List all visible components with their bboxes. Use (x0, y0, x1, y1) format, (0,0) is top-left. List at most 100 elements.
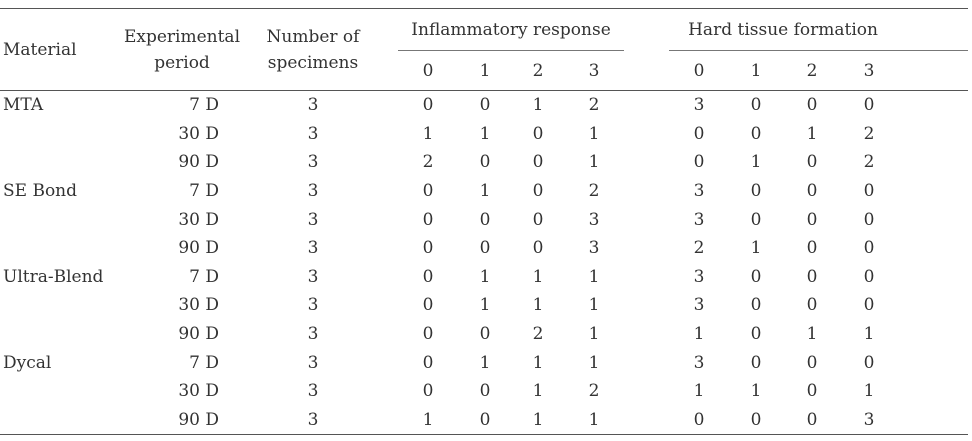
cell-hard-0: 1 (693, 381, 705, 402)
cell-inf-0: 0 (422, 295, 434, 316)
cell-inf-3: 1 (588, 352, 600, 373)
cell-inf-1: 1 (479, 352, 491, 373)
table-row: MTA 7 D 3 0 0 1 2 3 0 0 0 (0, 91, 968, 120)
cell-hard-3: 1 (863, 381, 875, 402)
cell-hard-0: 3 (693, 181, 705, 202)
cell-inf-3: 1 (588, 324, 600, 345)
cell-hard-2: 0 (806, 238, 818, 259)
cell-inf-2: 0 (532, 181, 544, 202)
cell-hard-2: 0 (806, 152, 818, 173)
cell-inf-2: 2 (532, 324, 544, 345)
cell-period: 90 D (178, 152, 219, 173)
header-row-scores: 0 1 2 3 0 1 2 3 (0, 50, 969, 91)
cell-period: 7 D (189, 181, 219, 202)
table-row: Ultra-Blend 7 D 3 0 1 1 1 3 0 0 0 (0, 263, 968, 292)
cell-material: MTA (3, 95, 44, 116)
cell-inf-0: 0 (422, 381, 434, 402)
hard-score-3: 3 (841, 50, 898, 91)
cell-hard-1: 0 (750, 209, 762, 230)
hard-score-0: 0 (669, 50, 730, 91)
table-row: 90 D 3 0 0 2 1 1 0 1 1 (0, 320, 968, 349)
inf-score-1: 1 (458, 50, 512, 91)
cell-inf-0: 1 (398, 405, 458, 436)
cell-inf-1: 0 (479, 209, 491, 230)
cell-inf-0: 0 (422, 181, 434, 202)
cell-hard-0: 2 (693, 238, 705, 259)
cell-hard-3: 0 (863, 181, 875, 202)
score-gap (624, 50, 670, 91)
cell-inf-3: 1 (588, 266, 600, 287)
cell-hard-0: 1 (693, 324, 705, 345)
cell-period: 30 D (178, 381, 219, 402)
cell-inf-1: 0 (479, 324, 491, 345)
cell-hard-2: 0 (806, 209, 818, 230)
cell-hard-1: 0 (750, 352, 762, 373)
cell-specimens: 3 (307, 238, 319, 259)
cell-hard-3: 0 (863, 95, 875, 116)
cell-specimens: 3 (307, 295, 319, 316)
cell-specimens: 3 (307, 352, 319, 373)
cell-specimens: 3 (307, 209, 319, 230)
header-hard-tissue-tail (897, 8, 969, 51)
cell-hard-2: 0 (806, 381, 818, 402)
cell-hard-0: 0 (693, 123, 705, 144)
cell-specimens: 3 (307, 381, 319, 402)
table-row: 30 D 3 1 1 0 1 0 0 1 2 (0, 120, 968, 149)
cell-inf-1: 1 (479, 266, 491, 287)
cell-specimens: 3 (307, 95, 319, 116)
cell-inf-2: 0 (532, 123, 544, 144)
cell-hard-0: 3 (693, 352, 705, 373)
cell-hard-2: 0 (806, 95, 818, 116)
cell-inf-2: 0 (532, 152, 544, 173)
cell-inf-0: 0 (422, 209, 434, 230)
cell-inf-0: 0 (422, 95, 434, 116)
cell-period: 7 D (189, 95, 219, 116)
cell-hard-1: 0 (750, 95, 762, 116)
cell-hard-1: 1 (750, 152, 762, 173)
cell-hard-1: 0 (750, 266, 762, 287)
cell-material (0, 377, 113, 406)
cell-hard-0: 3 (693, 95, 705, 116)
header-period: Experimental period (113, 8, 251, 91)
cell-period: 90 D (178, 238, 219, 259)
cell-inf-3: 3 (588, 238, 600, 259)
cell-hard-2: 0 (806, 352, 818, 373)
cell-period: 7 D (189, 352, 219, 373)
cell-hard-1: 1 (750, 381, 762, 402)
cell-inf-0: 0 (422, 352, 434, 373)
cell-hard-0: 0 (669, 405, 730, 436)
cell-hard-2: 0 (783, 405, 842, 436)
header-inflammatory: Inflammatory response (398, 8, 625, 51)
table-row: 30 D 3 0 0 0 3 3 0 0 0 (0, 205, 968, 234)
inf-score-2: 2 (512, 50, 564, 91)
table-body: MTA 7 D 3 0 0 1 2 3 0 0 0 30 D 3 1 1 0 1 0 0 1 2 90 D 3 2 0 0 1 0… (0, 91, 969, 436)
cell-inf-3: 2 (588, 181, 600, 202)
cell-material: SE Bond (3, 181, 78, 202)
header-specimens-line2: specimens (267, 52, 359, 73)
cell-hard-2: 0 (806, 266, 818, 287)
cell-inf-3: 1 (564, 405, 625, 436)
cell-specimens: 3 (307, 152, 319, 173)
results-table: Material Experimental period Number of s… (0, 8, 969, 436)
cell-material (0, 205, 113, 234)
cell-hard-1: 0 (750, 295, 762, 316)
cell-hard-2: 1 (806, 123, 818, 144)
header-period-line1: Experimental (123, 26, 241, 47)
cell-hard-2: 0 (806, 295, 818, 316)
cell-inf-0: 0 (422, 266, 434, 287)
cell-material (0, 291, 113, 320)
cell-hard-0: 3 (693, 209, 705, 230)
cell-hard-3: 0 (863, 266, 875, 287)
cell-hard-1: 1 (750, 238, 762, 259)
table-row: 30 D 3 0 1 1 1 3 0 0 0 (0, 291, 968, 320)
score-tail (897, 50, 969, 91)
cell-inf-1: 0 (479, 95, 491, 116)
cell-inf-0: 0 (422, 324, 434, 345)
hard-score-1: 1 (729, 50, 784, 91)
hard-score-2: 2 (783, 50, 842, 91)
header-row-main: Material Experimental period Number of s… (0, 8, 969, 91)
cell-material: Dycal (3, 352, 52, 373)
cell-inf-2: 0 (532, 238, 544, 259)
cell-specimens: 3 (307, 123, 319, 144)
